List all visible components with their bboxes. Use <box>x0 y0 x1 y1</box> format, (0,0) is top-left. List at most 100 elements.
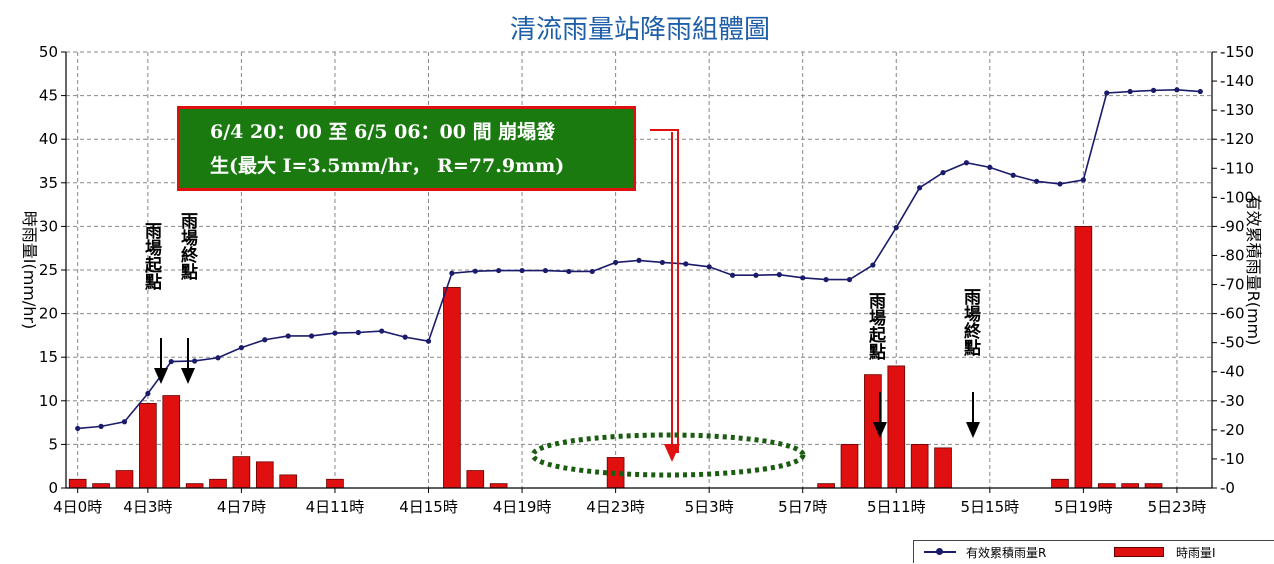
cumulative-point <box>449 270 455 276</box>
rain-bar <box>209 478 227 489</box>
cumulative-point <box>636 257 642 264</box>
cumulative-point <box>1080 177 1086 183</box>
x-tick-label: 5日3時 <box>685 498 734 516</box>
cumulative-point <box>542 267 549 274</box>
cumulative-point <box>1010 172 1016 178</box>
right-axis-ticks: -0 -10 -20 -30 -40 -50 -60 -70 -80 -90 -100 -110 -12… <box>1212 43 1254 497</box>
rain-bar <box>489 483 508 489</box>
cumulative-point <box>121 419 128 425</box>
cumulative-point <box>496 267 502 274</box>
cumulative-point <box>683 261 689 267</box>
left-tick-label: 10 <box>39 392 58 410</box>
cumulative-point <box>1104 90 1110 96</box>
left-tick-label: 0 <box>48 479 58 497</box>
x-tick-label: 4日0時 <box>53 498 102 516</box>
rainfall-bars <box>68 225 1163 489</box>
start-arrow-1 <box>154 338 168 384</box>
cumulative-point <box>98 423 104 429</box>
right-tick-label: -10 <box>1220 450 1245 468</box>
cumulative-point <box>1033 178 1040 184</box>
end-arrow-1 <box>181 338 195 384</box>
rain-bar <box>840 443 859 489</box>
rain-bar <box>443 287 461 489</box>
rain-bar <box>817 483 835 489</box>
rain-bar <box>255 461 274 489</box>
end-label-2: 雨場終點 <box>960 288 982 357</box>
right-tick-label: -40 <box>1220 363 1245 381</box>
callout-arrow <box>650 129 680 462</box>
left-tick-label: 35 <box>39 174 58 192</box>
rain-bar <box>887 365 906 489</box>
cumulative-point <box>1057 181 1063 187</box>
cumulative-point <box>519 267 525 274</box>
rain-bar <box>279 474 298 489</box>
cumulative-point <box>472 268 478 274</box>
cumulative-point <box>215 355 221 361</box>
cumulative-point <box>870 262 876 268</box>
right-tick-label: -30 <box>1220 392 1245 410</box>
cumulative-point <box>308 333 315 339</box>
right-tick-label: -50 <box>1220 334 1245 352</box>
cumulative-point <box>753 272 759 278</box>
cumulative-point <box>1197 88 1203 95</box>
left-axis-label: 時雨量I(mm/hr) <box>20 211 39 330</box>
rain-bar <box>115 470 134 489</box>
note-line-1: 6/4 20：00 至 6/5 06：00 間 崩塌發 <box>210 121 556 143</box>
rain-bar <box>934 447 952 489</box>
rain-bar <box>185 483 204 489</box>
rain-bar <box>910 443 929 489</box>
left-tick-label: 5 <box>48 435 58 453</box>
rain-bar <box>68 478 87 489</box>
x-tick-label: 4日23時 <box>586 498 645 516</box>
x-axis-ticks: 4日0時 4日3時 4日7時 4日11時 4日15時 4日19時 4日23時 5日3時 5日7時… <box>53 488 1206 516</box>
cumulative-point <box>1127 88 1133 95</box>
left-tick-label: 40 <box>39 130 58 148</box>
right-axis-label: 有效累積雨量R(mm) <box>1244 195 1263 346</box>
cumulative-point <box>893 224 899 231</box>
legend-line-label: 有效累積雨量R <box>966 546 1047 560</box>
rain-bar <box>162 395 181 489</box>
x-tick-label: 5日11時 <box>867 498 926 516</box>
right-tick-label: -70 <box>1220 276 1245 294</box>
legend-line-marker <box>936 548 943 555</box>
start-arrow-2 <box>873 392 887 438</box>
end-label-1: 雨場終點 <box>177 212 199 281</box>
x-tick-label: 4日15時 <box>399 498 458 516</box>
left-tick-label: 25 <box>39 261 58 279</box>
right-tick-label: -60 <box>1220 305 1245 323</box>
cumulative-point <box>262 337 268 343</box>
right-tick-label: -130 <box>1220 101 1254 119</box>
right-tick-label: -100 <box>1220 188 1254 206</box>
left-tick-label: 45 <box>39 87 58 105</box>
cumulative-point <box>379 328 385 334</box>
x-tick-label: 4日7時 <box>217 498 266 516</box>
chart-title: 清流雨量站降雨組體圖 <box>510 15 770 45</box>
rain-bar <box>326 478 344 489</box>
rain-bar <box>1051 478 1069 489</box>
cumulative-point <box>729 272 736 278</box>
cumulative-point <box>402 334 408 340</box>
cumulative-point <box>168 358 174 365</box>
x-tick-label: 4日19時 <box>493 498 552 516</box>
cumulative-point <box>659 259 665 266</box>
left-tick-label: 30 <box>39 217 58 235</box>
landslide-period-ellipse <box>530 432 806 478</box>
rain-bar <box>1074 225 1093 489</box>
cumulative-point <box>1174 87 1180 93</box>
rain-bar <box>1097 483 1116 489</box>
x-tick-label: 4日3時 <box>123 498 172 516</box>
cumulative-point <box>800 275 806 281</box>
cumulative-point <box>566 268 572 275</box>
x-tick-label: 5日15時 <box>960 498 1019 516</box>
cumulative-point <box>285 333 291 339</box>
cumulative-point <box>75 425 81 432</box>
right-tick-label: -120 <box>1220 130 1254 148</box>
cumulative-point <box>425 338 432 344</box>
right-tick-label: -90 <box>1220 217 1245 235</box>
rain-bar <box>92 483 110 489</box>
cumulative-point <box>145 390 151 397</box>
right-tick-label: -80 <box>1220 246 1245 264</box>
x-tick-label: 5日23時 <box>1148 498 1207 516</box>
x-tick-label: 4日11時 <box>306 498 365 516</box>
cumulative-line <box>75 87 1203 432</box>
